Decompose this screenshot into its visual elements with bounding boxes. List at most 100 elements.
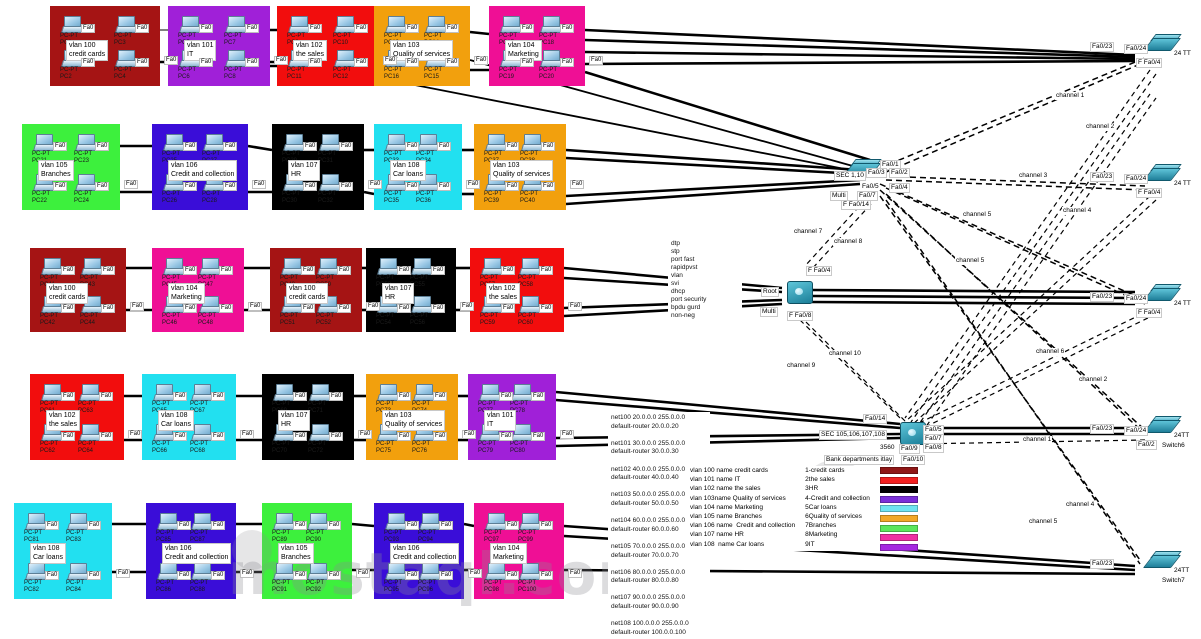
pc-icon[interactable]: [74, 134, 101, 151]
pc-icon[interactable]: [333, 16, 360, 33]
interface-label-fa0: Fa0: [405, 58, 420, 67]
interface-label-fa0: Fa0: [183, 182, 198, 191]
pc-icon[interactable]: [40, 258, 67, 275]
interface-label-fa0: Fa0: [397, 392, 412, 401]
edge-switch-s5[interactable]: [1142, 551, 1182, 568]
edge-switch-s3[interactable]: [1142, 284, 1182, 301]
pc-icon[interactable]: [510, 384, 537, 401]
pc-icon[interactable]: [418, 513, 445, 530]
pc-icon[interactable]: [308, 384, 335, 401]
pc-name-label: PC-PT PC44: [80, 313, 98, 326]
pc-name-label: PC-PT PC99: [518, 530, 536, 543]
pc-icon[interactable]: [272, 384, 299, 401]
vlan-name-callout: vlan 101 IT: [484, 410, 517, 431]
pc-icon[interactable]: [376, 384, 403, 401]
edge-switch-s4[interactable]: [1142, 416, 1182, 433]
pc-icon[interactable]: [66, 513, 93, 530]
pc-icon[interactable]: [114, 50, 141, 67]
pc-icon[interactable]: [66, 563, 93, 580]
pc-name-label: PC-PT PC51: [280, 313, 298, 326]
pc-icon[interactable]: [78, 384, 105, 401]
pc-icon[interactable]: [287, 16, 314, 33]
trunk-interface-label: Fa0: [466, 180, 481, 189]
vlan-name-callout: vlan 107 HR: [288, 160, 321, 181]
core-root-router[interactable]: [787, 281, 813, 304]
pc-icon[interactable]: [190, 513, 217, 530]
trunk-interface-label: Fa0: [568, 302, 583, 311]
pc-icon[interactable]: [40, 384, 67, 401]
pc-icon[interactable]: [190, 384, 217, 401]
pc-icon[interactable]: [178, 16, 205, 33]
pc-icon[interactable]: [306, 513, 333, 530]
pc-icon[interactable]: [162, 134, 189, 151]
pc-icon[interactable]: [272, 513, 299, 530]
legend-color-swatch: [879, 514, 918, 522]
sec110-port-fa02: Fa0/2: [889, 168, 910, 178]
pc-name-label: PC-PT PC16: [384, 67, 402, 80]
pc-icon[interactable]: [202, 134, 229, 151]
pc-icon[interactable]: [410, 296, 437, 313]
pc-icon[interactable]: [384, 16, 411, 33]
pc-icon[interactable]: [74, 174, 101, 191]
interface-label-fa0: Fa0: [501, 266, 516, 275]
pc-icon[interactable]: [384, 513, 411, 530]
pc-name-label: PC-PT PC94: [418, 530, 436, 543]
pc-name-label: PC-PT PC93: [384, 530, 402, 543]
edge-switch-s1[interactable]: [1142, 34, 1182, 51]
pc-icon[interactable]: [282, 134, 309, 151]
pc-icon[interactable]: [114, 16, 141, 33]
trunk-interface-label: Fa0: [560, 430, 575, 439]
pc-icon[interactable]: [162, 258, 189, 275]
legend-color-swatch: [879, 534, 918, 542]
pc-icon[interactable]: [412, 384, 439, 401]
pc-icon[interactable]: [478, 384, 505, 401]
pc-icon[interactable]: [224, 16, 251, 33]
pc-icon[interactable]: [333, 50, 360, 67]
pc-icon[interactable]: [480, 258, 507, 275]
pc-icon[interactable]: [376, 258, 403, 275]
core-switch-sec105[interactable]: [900, 422, 926, 445]
pc-icon[interactable]: [518, 258, 545, 275]
interface-label-fa0: Fa0: [245, 24, 260, 33]
pc-icon[interactable]: [32, 134, 59, 151]
pc-icon[interactable]: [424, 16, 451, 33]
interface-label-fa0: Fa0: [199, 58, 214, 67]
pc-icon[interactable]: [78, 424, 105, 441]
pc-icon[interactable]: [306, 563, 333, 580]
trunk-interface-label: Fa0: [274, 56, 289, 65]
interface-label-fa0: Fa0: [439, 521, 454, 530]
pc-name-label: PC-PT PC70: [272, 441, 290, 454]
trunk-interface-label: Fa0: [468, 569, 483, 578]
pc-icon[interactable]: [280, 258, 307, 275]
pc-icon[interactable]: [518, 513, 545, 530]
pc-name-label: PC-PT PC85: [156, 530, 174, 543]
pc-name-label: PC-PT PC55: [410, 275, 428, 288]
interface-label-fa0: Fa0: [354, 58, 369, 67]
pc-icon[interactable]: [316, 258, 343, 275]
pc-name-label: PC-PT PC92: [306, 580, 324, 593]
edge-switch-s2[interactable]: [1142, 164, 1182, 181]
pc-icon[interactable]: [499, 16, 526, 33]
interface-label-fa0: Fa0: [397, 432, 412, 441]
pc-name-label: PC-PT PC71: [308, 401, 326, 414]
pc-name-label: PC-PT PC47: [198, 275, 216, 288]
pc-icon[interactable]: [518, 296, 545, 313]
pc-icon[interactable]: [318, 134, 345, 151]
pc-icon[interactable]: [24, 513, 51, 530]
pc-icon[interactable]: [190, 424, 217, 441]
pc-icon[interactable]: [60, 16, 87, 33]
interface-label-fa0: Fa0: [173, 392, 188, 401]
pc-icon[interactable]: [80, 258, 107, 275]
pc-icon[interactable]: [484, 513, 511, 530]
pc-icon[interactable]: [539, 16, 566, 33]
pc-icon[interactable]: [198, 258, 225, 275]
pc-icon[interactable]: [156, 513, 183, 530]
pc-icon[interactable]: [152, 384, 179, 401]
pc-name-label: PC-PT PC80: [510, 441, 528, 454]
trunk-interface-label: Fa0: [240, 569, 255, 578]
pc-icon[interactable]: [308, 424, 335, 441]
pc-icon[interactable]: [410, 258, 437, 275]
pc-icon[interactable]: [518, 563, 545, 580]
interface-label-fa0: Fa0: [135, 58, 150, 67]
pc-icon[interactable]: [318, 174, 345, 191]
